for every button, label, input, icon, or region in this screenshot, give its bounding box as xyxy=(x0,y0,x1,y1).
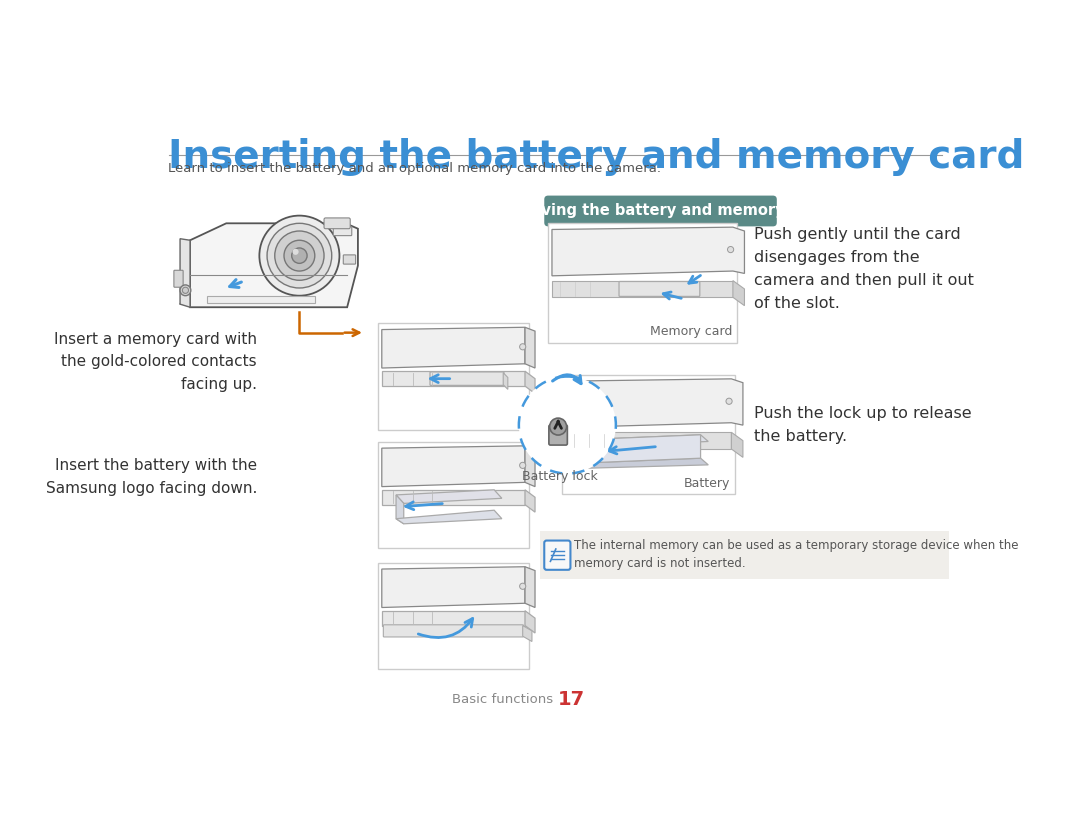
Text: Battery: Battery xyxy=(685,477,730,490)
FancyBboxPatch shape xyxy=(549,425,567,445)
Polygon shape xyxy=(566,379,743,428)
FancyBboxPatch shape xyxy=(324,218,350,229)
Circle shape xyxy=(274,231,324,280)
Text: Push the lock up to release
the battery.: Push the lock up to release the battery. xyxy=(754,406,971,443)
Text: Battery lock: Battery lock xyxy=(522,470,597,483)
Polygon shape xyxy=(503,372,508,390)
FancyBboxPatch shape xyxy=(334,227,352,236)
Polygon shape xyxy=(396,510,502,524)
Polygon shape xyxy=(525,328,535,368)
Circle shape xyxy=(518,377,616,474)
FancyBboxPatch shape xyxy=(207,297,314,302)
Circle shape xyxy=(550,418,567,435)
FancyBboxPatch shape xyxy=(544,196,777,227)
Circle shape xyxy=(519,462,526,469)
Polygon shape xyxy=(579,434,701,463)
FancyBboxPatch shape xyxy=(540,531,948,579)
Polygon shape xyxy=(525,490,535,512)
FancyBboxPatch shape xyxy=(378,563,529,669)
Circle shape xyxy=(180,285,191,296)
Circle shape xyxy=(519,584,526,589)
Polygon shape xyxy=(731,432,743,457)
Circle shape xyxy=(726,399,732,404)
Polygon shape xyxy=(180,239,190,307)
Circle shape xyxy=(183,287,189,293)
Polygon shape xyxy=(382,566,525,607)
Polygon shape xyxy=(382,328,525,368)
Text: Memory card: Memory card xyxy=(650,325,732,338)
Polygon shape xyxy=(733,280,744,306)
Text: The internal memory can be used as a temporary storage device when the
memory ca: The internal memory can be used as a tem… xyxy=(575,539,1018,570)
FancyBboxPatch shape xyxy=(619,281,700,297)
FancyBboxPatch shape xyxy=(383,625,524,637)
Polygon shape xyxy=(552,227,744,275)
Circle shape xyxy=(519,344,526,350)
FancyBboxPatch shape xyxy=(544,540,570,570)
Polygon shape xyxy=(396,495,404,524)
Text: Insert a memory card with
the gold-colored contacts
facing up.: Insert a memory card with the gold-color… xyxy=(54,332,257,392)
Circle shape xyxy=(259,216,339,296)
Circle shape xyxy=(284,240,314,271)
FancyBboxPatch shape xyxy=(174,271,184,287)
Text: Basic functions: Basic functions xyxy=(453,694,554,707)
Polygon shape xyxy=(180,240,357,304)
FancyBboxPatch shape xyxy=(378,442,529,548)
FancyBboxPatch shape xyxy=(430,372,504,385)
FancyBboxPatch shape xyxy=(343,255,355,264)
Circle shape xyxy=(728,246,733,253)
Polygon shape xyxy=(566,432,731,449)
Polygon shape xyxy=(230,229,357,240)
Polygon shape xyxy=(382,610,525,626)
Polygon shape xyxy=(396,490,502,504)
Polygon shape xyxy=(579,434,708,447)
Polygon shape xyxy=(579,458,708,468)
Polygon shape xyxy=(552,280,733,297)
Text: Removing the battery and memory card: Removing the battery and memory card xyxy=(495,204,826,218)
Polygon shape xyxy=(525,610,535,633)
FancyBboxPatch shape xyxy=(549,223,737,342)
Polygon shape xyxy=(525,371,535,394)
Text: Insert the battery with the
Samsung logo facing down.: Insert the battery with the Samsung logo… xyxy=(45,458,257,496)
Text: Inserting the battery and memory card: Inserting the battery and memory card xyxy=(168,138,1025,176)
Circle shape xyxy=(292,248,307,263)
Polygon shape xyxy=(190,223,357,307)
Text: Push gently until the card
disengages from the
camera and then pull it out
of th: Push gently until the card disengages fr… xyxy=(754,227,973,311)
Polygon shape xyxy=(382,490,525,504)
Polygon shape xyxy=(523,626,532,641)
FancyBboxPatch shape xyxy=(562,375,735,495)
FancyBboxPatch shape xyxy=(378,324,529,430)
Polygon shape xyxy=(382,371,525,386)
Text: Learn to insert the battery and an optional memory card into the camera.: Learn to insert the battery and an optio… xyxy=(168,162,661,175)
Polygon shape xyxy=(382,446,525,487)
Polygon shape xyxy=(525,566,535,607)
Circle shape xyxy=(267,223,332,288)
Text: 17: 17 xyxy=(557,690,584,709)
Circle shape xyxy=(293,249,299,255)
Polygon shape xyxy=(525,446,535,487)
